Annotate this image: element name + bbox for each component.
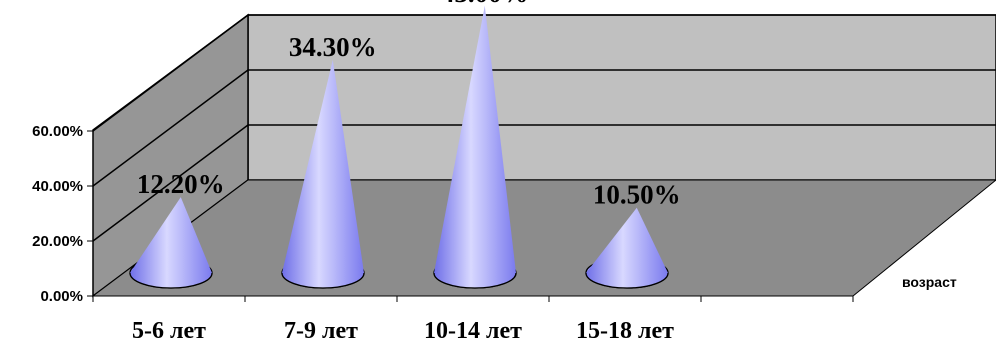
cone-bar — [585, 207, 669, 289]
y-tick-label: 0.00% — [40, 288, 83, 305]
x-category-label: 7-9 лет — [284, 318, 358, 344]
cone-rim — [433, 272, 517, 289]
y-tick-label: 40.00% — [32, 178, 83, 195]
cone-bar — [281, 59, 365, 289]
cone-bar — [129, 197, 213, 289]
cone-surface — [434, 5, 516, 288]
data-label: 34.30% — [289, 32, 377, 62]
cone-rim — [281, 272, 365, 289]
x-category-label: 15-18 лет — [576, 318, 674, 344]
cone-surface — [586, 207, 668, 288]
data-label: 43.00% — [441, 0, 529, 8]
data-label: 10.50% — [593, 180, 681, 210]
data-labels: 12.20% 34.30% 43.00% 10.50% — [137, 0, 681, 210]
x-category-label: 5-6 лет — [132, 318, 206, 344]
side-gridline — [92, 14, 249, 132]
x-axis: 5-6 лет 7-9 лет 10-14 лет 15-18 лет — [92, 295, 854, 344]
data-label: 12.20% — [137, 169, 225, 199]
chart-floor — [91, 179, 996, 297]
series-axis-label: возраст — [902, 274, 957, 290]
cone-surface — [130, 197, 212, 288]
y-axis: 0.00% 20.00% 40.00% 60.00% — [32, 123, 94, 305]
cones — [129, 5, 669, 289]
grid-lines — [92, 14, 996, 242]
y-tick-label: 60.00% — [32, 123, 83, 140]
y-tick-label: 20.00% — [32, 233, 83, 250]
x-category-label: 10-14 лет — [424, 318, 522, 344]
cone-surface — [282, 59, 364, 288]
cone-rim — [585, 272, 669, 289]
cone-bar — [433, 5, 517, 289]
cone-rim — [129, 272, 213, 289]
side-gridline — [92, 124, 249, 242]
side-gridline — [92, 69, 249, 187]
